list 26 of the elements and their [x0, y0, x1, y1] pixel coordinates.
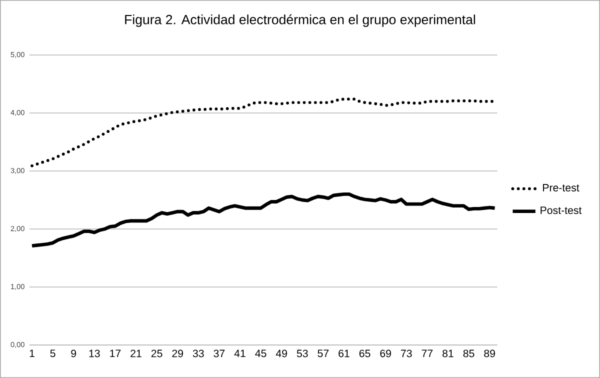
x-tick-label: 17 [110, 350, 121, 358]
x-tick-label: 41 [234, 350, 246, 358]
x-tick-label: 29 [172, 350, 183, 358]
x-tick-label: 33 [192, 350, 204, 358]
x-tick-label: 89 [484, 350, 495, 358]
x-tick-label: 77 [422, 350, 433, 358]
x-tick-label: 1 [30, 350, 34, 358]
x-tick-label: 81 [442, 350, 454, 358]
x-tick-label: 69 [380, 350, 391, 358]
x-tick-label: 45 [255, 350, 266, 358]
x-tick-label: 53 [296, 350, 308, 358]
x-tick-label: 9 [71, 350, 76, 358]
x-tick-label: 37 [214, 350, 225, 358]
x-tick-label: 61 [338, 350, 350, 358]
x-tick-label: 65 [359, 350, 370, 358]
x-tick-label: 85 [463, 350, 474, 358]
x-tick-label: 49 [276, 350, 287, 358]
x-tick-label: 25 [151, 350, 162, 358]
chart-title: Figura 2. Actividad electrodérmica en el grupo experimental [125, 14, 476, 27]
x-tick-label: 5 [50, 350, 56, 358]
legend-label: Post-test [540, 206, 582, 214]
x-tick-label: 13 [89, 350, 100, 358]
legend-label: Pre-test [543, 184, 580, 192]
x-tick-label: 73 [401, 350, 412, 358]
x-tick-label: 57 [318, 350, 329, 358]
x-tick-label: 21 [130, 350, 142, 358]
